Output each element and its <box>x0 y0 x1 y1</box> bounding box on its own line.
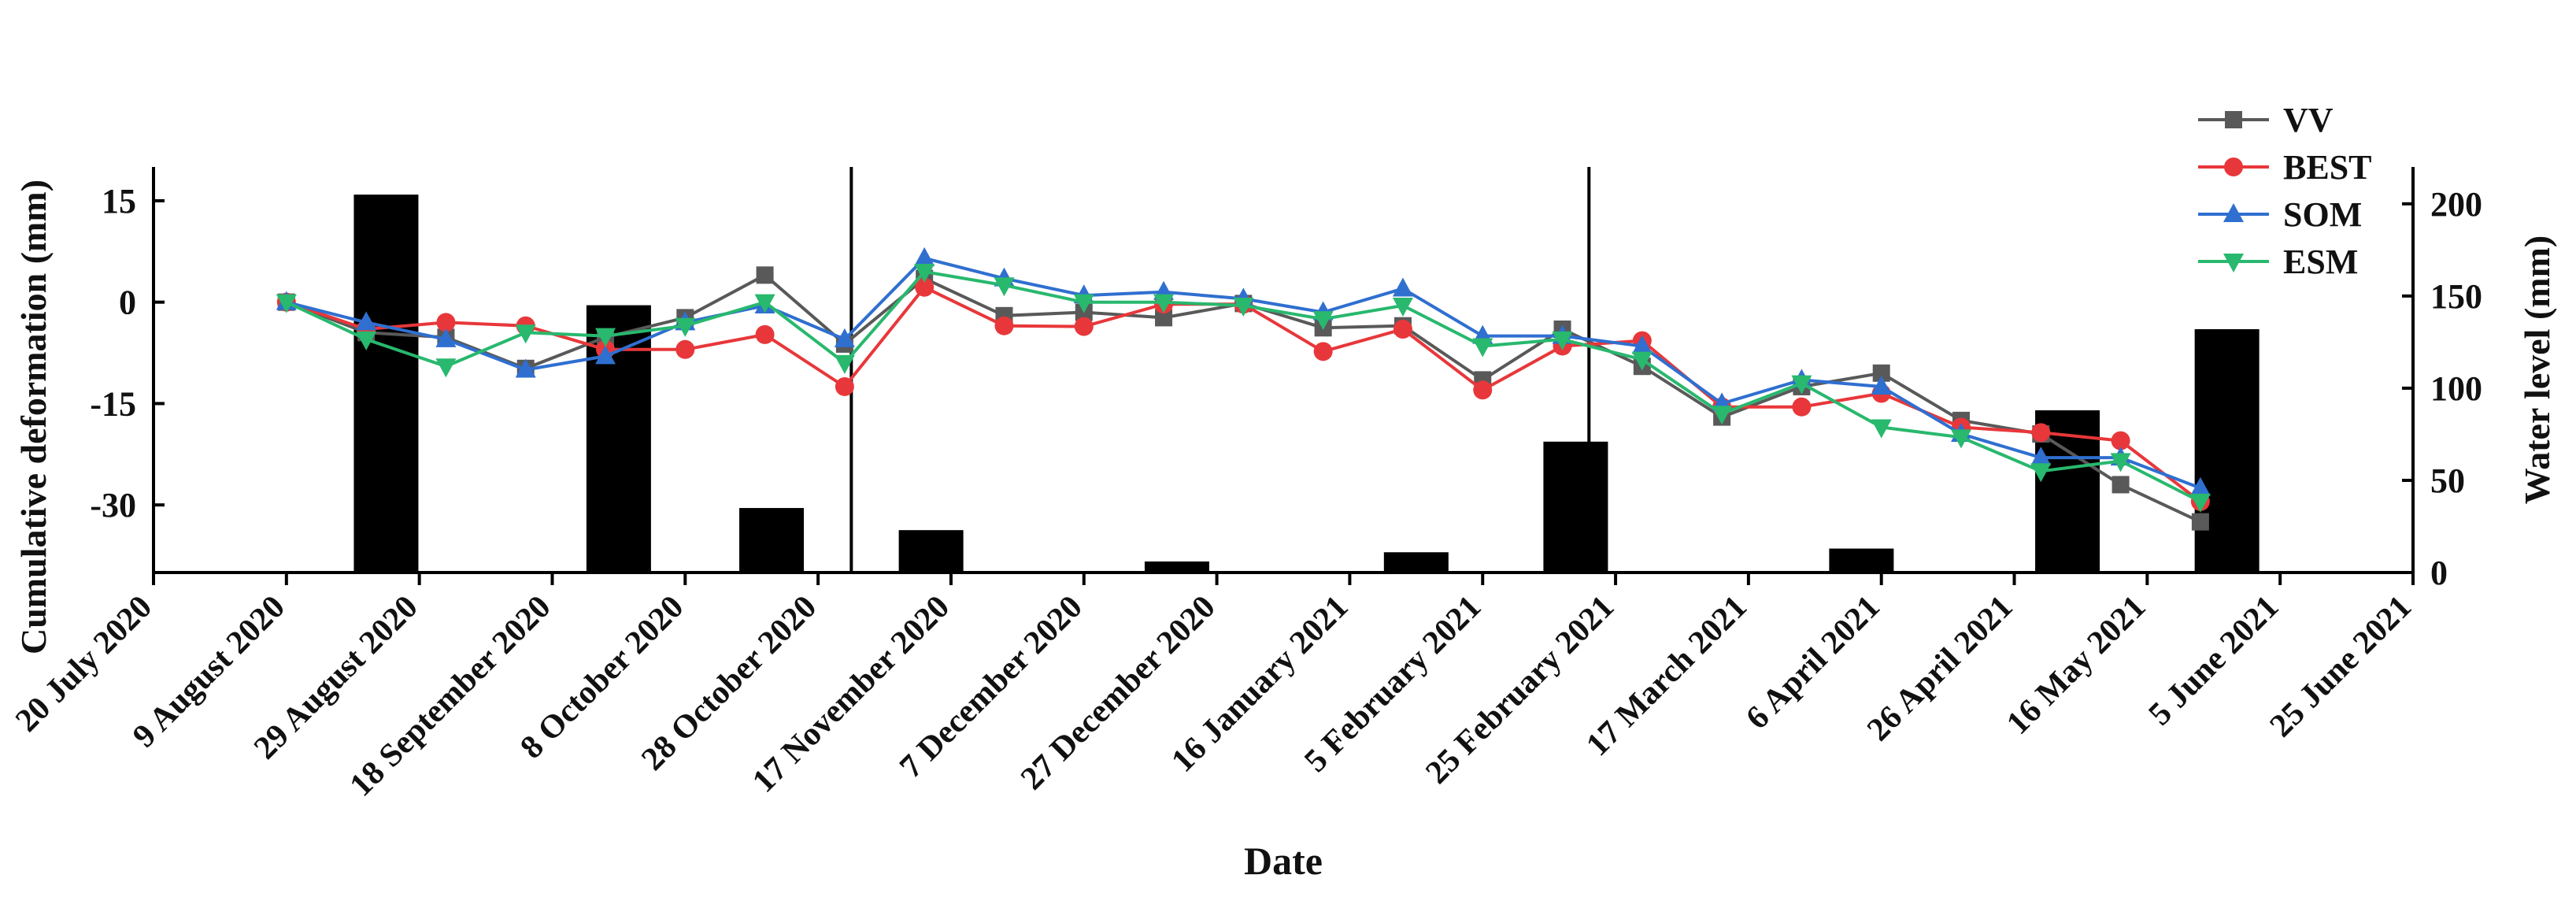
esm-marker <box>1312 311 1334 331</box>
vv-marker <box>1872 364 1890 382</box>
water-level-bar <box>1543 441 1608 573</box>
x-tick-label: 25 June 2021 <box>2263 589 2419 745</box>
som-marker <box>2223 203 2244 222</box>
som-marker <box>595 345 616 365</box>
som-marker <box>2030 447 2052 466</box>
esm-marker <box>1153 294 1175 313</box>
series-lines <box>276 246 2211 531</box>
x-tick-label: 6 April 2021 <box>1739 589 1887 737</box>
best-marker <box>2111 431 2130 450</box>
best-marker <box>1074 317 1094 336</box>
vv-marker <box>756 266 774 284</box>
best-marker <box>2031 423 2051 443</box>
esm-marker <box>1073 294 1094 313</box>
som-marker <box>914 246 935 266</box>
som-marker <box>1871 375 1892 395</box>
som-marker <box>2189 476 2211 496</box>
esm-marker <box>1552 331 1573 350</box>
water-level-bar <box>1383 552 1449 573</box>
right-y-tick-label: 50 <box>2430 461 2465 500</box>
som-marker <box>356 311 377 331</box>
x-tick-label: 5 June 2021 <box>2142 589 2286 733</box>
esm-marker <box>595 328 616 347</box>
esm-marker <box>356 331 377 350</box>
right-y-tick-label: 100 <box>2430 369 2482 408</box>
x-axis-title: Date <box>1244 839 1323 883</box>
water-level-bar <box>898 530 964 573</box>
esm-marker <box>2030 463 2052 483</box>
water-level-bar <box>1144 561 1209 573</box>
event-lines <box>849 167 1591 573</box>
esm-marker <box>1951 429 1971 449</box>
series-som <box>276 246 2211 496</box>
esm-marker <box>435 358 457 378</box>
som-marker <box>435 328 457 347</box>
esm-marker <box>1472 338 1493 358</box>
best-marker <box>1792 397 1812 417</box>
best-marker <box>436 313 456 332</box>
esm-marker <box>2189 493 2211 513</box>
water-level-bar <box>353 195 419 573</box>
right-y-tick-label: 200 <box>2430 185 2482 224</box>
vv-marker <box>1155 309 1173 327</box>
esm-marker <box>1871 419 1892 439</box>
esm-marker <box>515 324 536 344</box>
legend-label-vv: VV <box>2283 101 2334 139</box>
som-marker <box>1392 277 1413 297</box>
best-marker <box>675 339 695 359</box>
best-marker <box>2224 158 2243 176</box>
right-y-tick-label: 150 <box>2430 277 2482 316</box>
esm-marker <box>914 264 935 284</box>
water-level-bar <box>739 508 805 573</box>
esm-marker <box>1392 297 1413 317</box>
legend-label-som: SOM <box>2283 195 2362 234</box>
esm-marker <box>994 277 1015 297</box>
water-level-bars <box>353 195 2260 573</box>
som-marker <box>515 358 536 378</box>
esm-marker <box>754 294 775 313</box>
best-marker <box>915 277 935 297</box>
legend: VV BEST SOM ESM <box>2198 101 2372 281</box>
left-y-axis-title: Cumulative deformation (mm) <box>13 180 54 654</box>
vv-marker <box>2191 513 2209 531</box>
vv-marker <box>2225 111 2242 128</box>
best-marker <box>755 324 775 344</box>
water-level-bar <box>2194 329 2260 573</box>
esm-marker <box>1791 375 1812 395</box>
best-marker <box>835 376 854 396</box>
esm-marker <box>675 317 696 337</box>
som-marker <box>1631 335 1653 354</box>
left-y-tick-label: -15 <box>90 384 136 423</box>
vv-marker <box>2112 476 2130 494</box>
best-marker <box>1393 320 1412 339</box>
legend-label-esm: ESM <box>2283 243 2358 281</box>
series-esm <box>276 264 2211 513</box>
left-y-tick-label: 15 <box>102 182 136 221</box>
left-y-tick-label: 0 <box>119 284 136 322</box>
esm-marker <box>834 354 855 374</box>
right-y-tick-label: 0 <box>2430 554 2448 592</box>
best-line <box>286 285 2202 503</box>
best-marker <box>1313 342 1333 361</box>
som-marker <box>834 328 855 347</box>
x-tick-label: 16 May 2021 <box>2000 589 2152 742</box>
best-marker <box>1473 380 1493 400</box>
best-marker <box>994 316 1014 335</box>
esm-marker <box>1631 351 1653 371</box>
left-y-tick-label: -30 <box>90 486 136 524</box>
water-level-bar <box>1829 548 1894 573</box>
esm-marker <box>2223 254 2244 272</box>
esm-marker <box>1233 297 1254 317</box>
right-y-axis-title: Water level (mm) <box>2517 235 2557 504</box>
esm-marker <box>1712 406 1733 425</box>
esm-marker <box>276 294 297 313</box>
esm-marker <box>2110 453 2131 473</box>
legend-label-best: BEST <box>2283 148 2372 187</box>
